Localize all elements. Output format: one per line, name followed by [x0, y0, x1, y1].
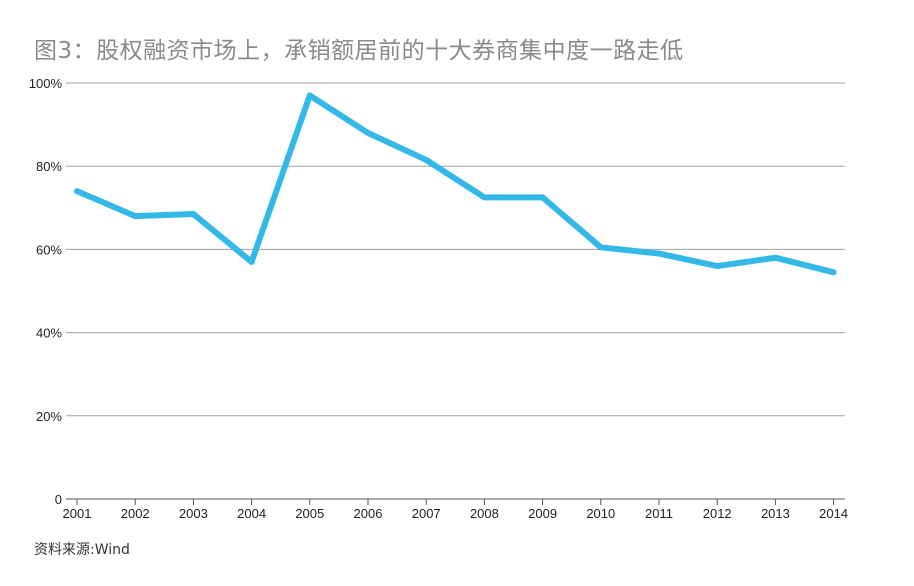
- data-point: [365, 129, 371, 136]
- y-tick-label: 80%: [36, 159, 62, 174]
- x-axis: [66, 498, 845, 505]
- data-point: [597, 244, 604, 251]
- x-tick-label: 2006: [354, 506, 383, 521]
- x-tick-label: 2009: [528, 506, 557, 521]
- y-tick-label: 100%: [29, 76, 63, 91]
- x-tick-label: 2013: [761, 506, 790, 521]
- x-tick-label: 2002: [121, 506, 150, 521]
- series-line: [75, 92, 835, 276]
- x-tick-label: 2011: [645, 506, 673, 521]
- x-tick-label: 2014: [819, 506, 848, 521]
- data-point: [423, 156, 430, 163]
- data-point: [656, 250, 662, 257]
- x-tick-label: 2003: [179, 506, 208, 521]
- data-point: [74, 188, 80, 195]
- x-tick-label: 2008: [470, 506, 499, 521]
- x-tick-label: 2005: [295, 506, 324, 521]
- y-axis-tick-labels: 0 20% 40% 60% 80% 100%: [29, 76, 63, 507]
- data-point: [481, 194, 488, 201]
- data-point: [714, 263, 721, 270]
- y-tick-label: 20%: [36, 409, 62, 424]
- data-point: [132, 213, 139, 220]
- data-point: [190, 211, 197, 218]
- x-tick-label: 2007: [412, 506, 441, 521]
- gridlines: [66, 82, 845, 417]
- data-point: [830, 269, 837, 276]
- y-tick-label: 0: [55, 492, 62, 507]
- data-point: [306, 92, 313, 99]
- y-tick-label: 60%: [36, 242, 62, 257]
- chart-title: 图3：股权融资市场上，承销额居前的十大券商集中度一路走低: [34, 38, 684, 64]
- data-point: [248, 258, 255, 265]
- x-tick-label: 2004: [237, 506, 266, 521]
- series-layer: [74, 92, 837, 276]
- x-tick-label: 2010: [586, 506, 615, 521]
- x-axis-tick-labels: 2001 2002 2003 2004 2005 2006 2007 2008 2009 2010…: [63, 506, 849, 521]
- data-point: [772, 254, 779, 261]
- y-tick-label: 40%: [36, 326, 62, 341]
- data-point: [539, 194, 546, 201]
- source-note: 资料来源:Wind: [34, 542, 130, 558]
- x-tick-label: 2012: [703, 506, 732, 521]
- x-tick-label: 2001: [63, 506, 92, 521]
